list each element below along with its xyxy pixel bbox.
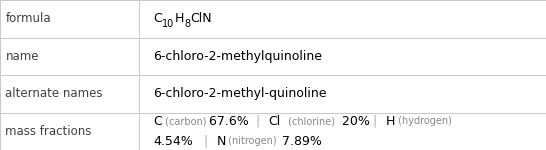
Text: 6-chloro-2-methylquinoline: 6-chloro-2-methylquinoline: [153, 50, 322, 63]
Text: C: C: [153, 12, 162, 25]
Text: H: H: [175, 12, 184, 25]
Text: (nitrogen): (nitrogen): [225, 136, 277, 146]
Text: |: |: [196, 135, 208, 148]
Text: 4.54%: 4.54%: [153, 135, 193, 148]
Text: (chlorine): (chlorine): [286, 116, 335, 126]
Text: 10: 10: [163, 20, 175, 29]
Text: 8: 8: [184, 20, 190, 29]
Text: alternate names: alternate names: [5, 87, 103, 100]
Text: H: H: [386, 115, 395, 128]
Text: N: N: [217, 135, 226, 148]
Text: 20%: 20%: [338, 115, 370, 128]
Text: Cl: Cl: [269, 115, 281, 128]
Text: 6-chloro-2-methyl-quinoline: 6-chloro-2-methyl-quinoline: [153, 87, 327, 100]
Text: formula: formula: [5, 12, 51, 25]
Text: (carbon): (carbon): [162, 116, 206, 126]
Text: mass fractions: mass fractions: [5, 125, 92, 138]
Text: name: name: [5, 50, 39, 63]
Text: (hydrogen): (hydrogen): [395, 116, 452, 126]
Text: ClN: ClN: [191, 12, 212, 25]
Text: |: |: [365, 115, 377, 128]
Text: 7.89%: 7.89%: [278, 135, 322, 148]
Text: 67.6%: 67.6%: [205, 115, 248, 128]
Text: |: |: [248, 115, 260, 128]
Text: C: C: [153, 115, 162, 128]
